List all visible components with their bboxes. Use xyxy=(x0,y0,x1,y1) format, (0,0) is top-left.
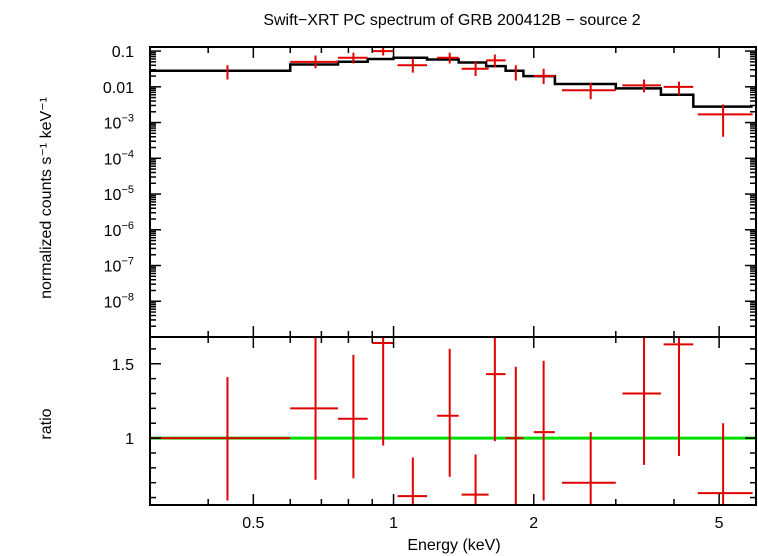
ratio-panel-frame xyxy=(149,336,757,506)
model-step-line xyxy=(150,56,753,108)
chart-title: Swift−XRT PC spectrum of GRB 200412B − s… xyxy=(263,12,640,29)
y-tick-label: 0.1 xyxy=(112,44,134,61)
y-tick-label: 10−5 xyxy=(104,184,134,204)
y-tick-label-base: 10 xyxy=(104,116,122,133)
y-tick-label-base: 10 xyxy=(104,294,122,311)
tick-labels-layer: 0.5 1 2 50.10.0110−310−410−510−610−710−811.… xyxy=(103,44,724,532)
ratio-y-tick-label: 1.5 xyxy=(112,357,134,374)
y-axis-label-ratio: ratio xyxy=(38,408,55,439)
axes-layer xyxy=(149,46,757,506)
y-tick-label-base: 10 xyxy=(104,151,122,168)
y-tick-label: 10−7 xyxy=(104,256,134,276)
y-tick-label-exponent: −5 xyxy=(121,184,134,196)
y-tick-label-base: 0.1 xyxy=(112,44,134,61)
x-tick-label: 0.5 xyxy=(242,515,264,532)
y-tick-label-base: 10 xyxy=(104,259,122,276)
y-tick-label-base: 0.01 xyxy=(103,80,134,97)
y-tick-label-exponent: −6 xyxy=(121,220,134,232)
y-tick-label: 10−8 xyxy=(104,291,134,311)
x-tick-label: 2 xyxy=(529,515,538,532)
y-tick-label: 10−6 xyxy=(104,220,134,240)
y-tick-label: 10−4 xyxy=(104,148,134,168)
y-axis-label-spectrum: normalized counts s⁻¹ keV⁻¹ xyxy=(38,97,55,299)
ratio-data-layer xyxy=(150,337,753,505)
y-tick-label-exponent: −7 xyxy=(121,256,134,268)
x-axis-label: Energy (keV) xyxy=(407,537,500,554)
x-tick-label: 1 xyxy=(389,515,398,532)
x-tick-label: 5 xyxy=(715,515,724,532)
y-tick-label-base: 10 xyxy=(104,223,122,240)
y-tick-label: 10−3 xyxy=(104,113,134,133)
y-tick-label-exponent: −4 xyxy=(121,148,134,160)
y-tick-label-exponent: −3 xyxy=(121,113,134,125)
model-layer xyxy=(150,56,753,108)
y-tick-label: 0.01 xyxy=(103,80,134,97)
spectrum-data-layer xyxy=(226,47,753,137)
spectrum-panel-frame xyxy=(149,46,757,338)
y-tick-label-base: 10 xyxy=(104,187,122,204)
ratio-y-tick-label: 1 xyxy=(125,431,134,448)
y-tick-label-exponent: −8 xyxy=(121,291,134,303)
